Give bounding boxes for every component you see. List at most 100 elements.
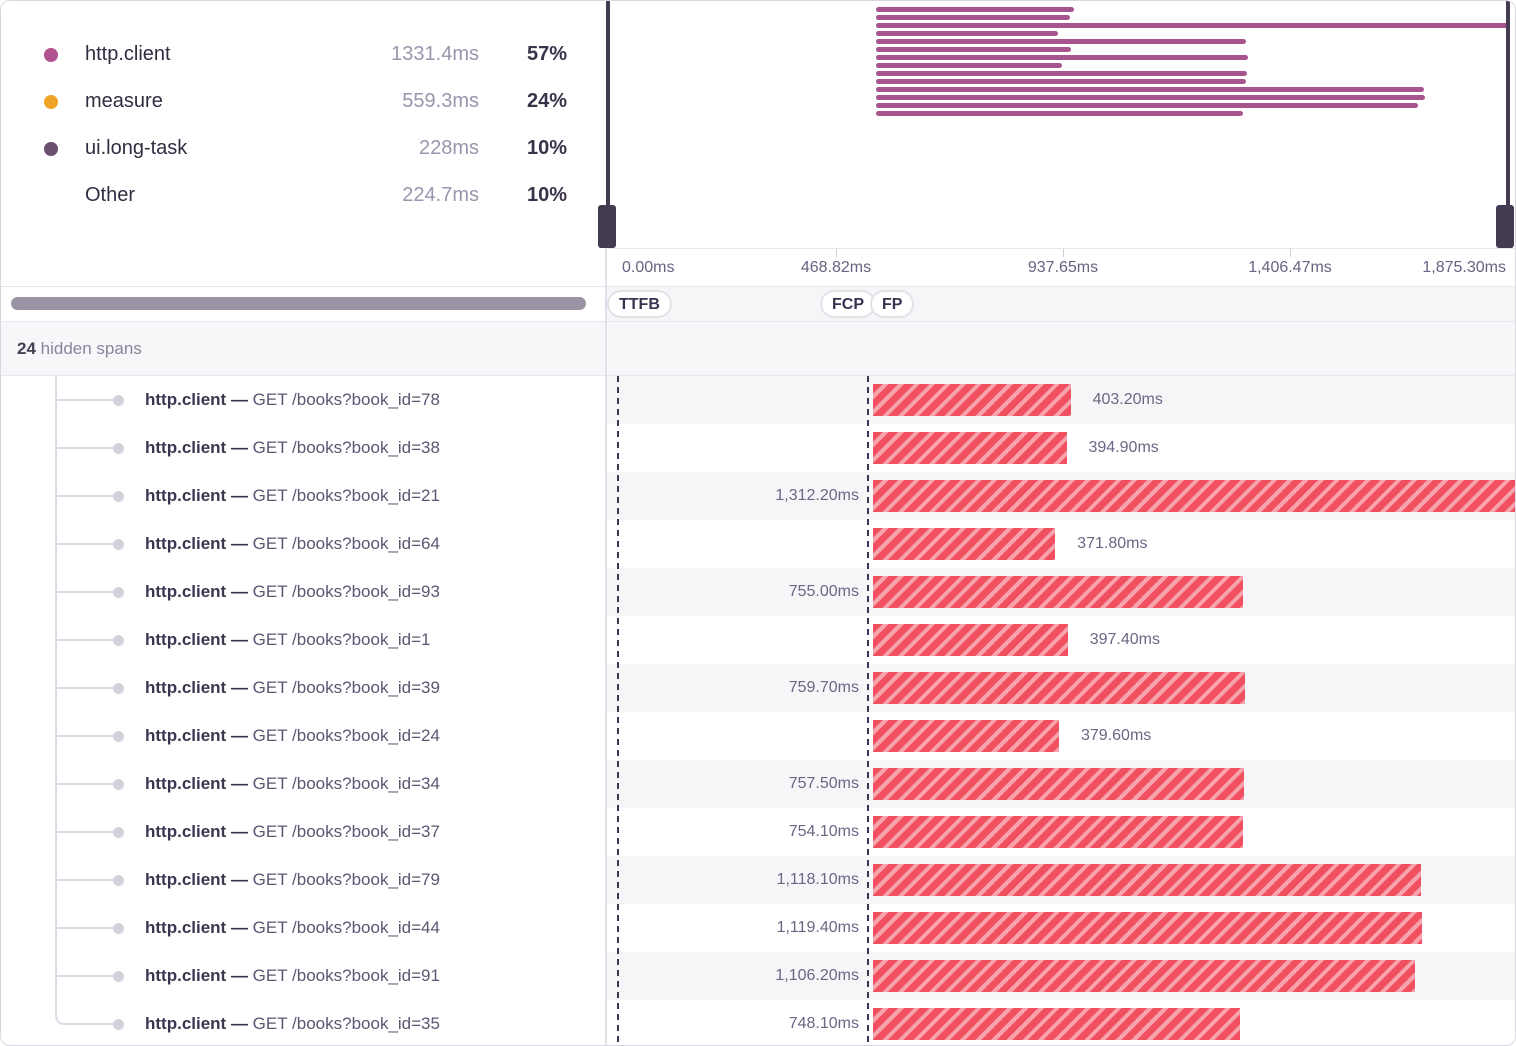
span-duration-bar[interactable] — [873, 432, 1067, 464]
span-duration-bar[interactable] — [873, 912, 1422, 944]
minimap-span-bar — [876, 15, 1070, 20]
span-op: http.client — [145, 630, 227, 649]
span-duration-bar[interactable] — [873, 816, 1243, 848]
span-description: GET /books?book_id=24 — [252, 726, 440, 745]
minimap-range-start-line[interactable] — [606, 1, 610, 207]
span-row[interactable]: http.client — GET /books?book_id=1 397.4… — [1, 616, 1515, 664]
minimap-span-bar — [876, 87, 1424, 92]
time-axis: 0.00ms 468.82ms 937.65ms 1,406.47ms 1,875.30… — [609, 248, 1515, 286]
span-row[interactable]: http.client — GET /books?book_id=39 759.… — [1, 664, 1515, 712]
span-duration-label: 748.10ms — [788, 1015, 859, 1032]
legend-item: measure 559.3ms 24% — [44, 78, 567, 125]
span-duration-bar[interactable] — [873, 384, 1071, 416]
legend-op-percent: 57% — [526, 43, 567, 65]
tree-connector-line — [57, 975, 113, 977]
legend-op-duration: 228ms — [418, 137, 479, 159]
span-op: http.client — [145, 870, 227, 889]
span-op: http.client — [145, 678, 227, 697]
minimap-range-end-line[interactable] — [1506, 1, 1510, 207]
span-duration-label: 757.50ms — [788, 775, 859, 792]
span-duration-label: 371.80ms — [1077, 535, 1148, 552]
span-op: http.client — [145, 774, 227, 793]
span-label: http.client — GET /books?book_id=24 — [145, 712, 440, 760]
span-row[interactable]: http.client — GET /books?book_id=78 403.… — [1, 376, 1515, 424]
span-label: http.client — GET /books?book_id=35 — [145, 1000, 440, 1045]
op-color-dot — [44, 47, 58, 62]
span-description: GET /books?book_id=91 — [252, 966, 440, 985]
tree-node-dot — [113, 443, 124, 454]
span-op: http.client — [145, 534, 227, 553]
span-label: http.client — GET /books?book_id=91 — [145, 952, 440, 1000]
span-duration-label: 403.20ms — [1092, 391, 1163, 408]
span-duration-bar[interactable] — [873, 1008, 1240, 1040]
span-row[interactable]: http.client — GET /books?book_id=44 1,11… — [1, 904, 1515, 952]
trace-minimap[interactable] — [609, 1, 1515, 248]
span-duration-label: 394.90ms — [1088, 439, 1159, 456]
minimap-span-bar — [876, 7, 1074, 12]
tree-node-dot — [113, 395, 124, 406]
span-op: http.client — [145, 390, 227, 409]
span-duration-bar[interactable] — [873, 720, 1059, 752]
hidden-spans-row[interactable]: 24 hidden spans — [1, 322, 1515, 376]
span-row[interactable]: http.client — GET /books?book_id=24 379.… — [1, 712, 1515, 760]
span-row[interactable]: http.client — GET /books?book_id=91 1,10… — [1, 952, 1515, 1000]
minimap-range-start-handle[interactable] — [598, 205, 616, 248]
minimap-span-bar — [876, 47, 1071, 52]
tree-node-dot — [113, 731, 124, 742]
span-duration-bar[interactable] — [873, 672, 1246, 704]
hidden-spans-count: 24 — [17, 339, 36, 358]
span-label: http.client — GET /books?book_id=38 — [145, 424, 440, 472]
axis-tick-label: 0.00ms — [622, 259, 675, 276]
span-row[interactable]: http.client — GET /books?book_id=34 757.… — [1, 760, 1515, 808]
vital-marker-badge-fp: FP — [870, 290, 915, 318]
minimap-span-bar — [876, 79, 1246, 84]
span-duration-bar[interactable] — [873, 624, 1068, 656]
span-op: http.client — [145, 1014, 227, 1033]
span-separator: — — [226, 390, 253, 409]
horizontal-scrollbar-thumb[interactable] — [11, 297, 586, 310]
span-duration-label: 397.40ms — [1089, 631, 1160, 648]
span-separator: — — [226, 438, 253, 457]
tree-node-dot — [113, 971, 124, 982]
vital-marker-badge-fcp: FCP — [820, 290, 876, 318]
span-duration-bar[interactable] — [873, 864, 1421, 896]
span-duration-bar[interactable] — [873, 480, 1515, 512]
tree-connector-line — [57, 447, 113, 449]
span-row[interactable]: http.client — GET /books?book_id=79 1,11… — [1, 856, 1515, 904]
span-description: GET /books?book_id=38 — [252, 438, 440, 457]
ops-breakdown-panel: http.client 1331.4ms 57% measure 559.3ms… — [1, 1, 605, 286]
minimap-range-end-handle[interactable] — [1496, 205, 1514, 248]
span-op: http.client — [145, 582, 227, 601]
span-duration-label: 379.60ms — [1081, 727, 1152, 744]
tree-node-dot — [113, 1019, 124, 1030]
op-color-dot — [44, 141, 58, 156]
vital-marker-badge-ttfb: TTFB — [607, 290, 672, 318]
span-label: http.client — GET /books?book_id=79 — [145, 856, 440, 904]
legend-op-name: http.client — [85, 43, 171, 65]
legend-op-percent: 24% — [526, 90, 567, 112]
span-row[interactable]: http.client — GET /books?book_id=64 371.… — [1, 520, 1515, 568]
span-row[interactable]: http.client — GET /books?book_id=38 394.… — [1, 424, 1515, 472]
legend-op-percent: 10% — [526, 137, 567, 159]
span-duration-label: 1,312.20ms — [775, 487, 859, 504]
tree-connector-line — [57, 399, 113, 401]
tree-trunk-line — [55, 376, 57, 1013]
tree-connector-line — [57, 687, 113, 689]
span-duration-bar[interactable] — [873, 528, 1056, 560]
span-row[interactable]: http.client — GET /books?book_id=93 755.… — [1, 568, 1515, 616]
span-label: http.client — GET /books?book_id=78 — [145, 376, 440, 424]
span-duration-bar[interactable] — [873, 768, 1245, 800]
span-label: http.client — GET /books?book_id=64 — [145, 520, 440, 568]
span-row[interactable]: http.client — GET /books?book_id=35 748.… — [1, 1000, 1515, 1045]
span-description: GET /books?book_id=64 — [252, 534, 440, 553]
span-row[interactable]: http.client — GET /books?book_id=37 754.… — [1, 808, 1515, 856]
span-separator: — — [226, 870, 253, 889]
span-op: http.client — [145, 726, 227, 745]
axis-tick-label: 468.82ms — [800, 259, 872, 276]
span-description: GET /books?book_id=34 — [252, 774, 440, 793]
span-row[interactable]: http.client — GET /books?book_id=21 1,31… — [1, 472, 1515, 520]
minimap-span-bar — [876, 103, 1419, 108]
span-duration-bar[interactable] — [873, 576, 1243, 608]
span-duration-bar[interactable] — [873, 960, 1416, 992]
